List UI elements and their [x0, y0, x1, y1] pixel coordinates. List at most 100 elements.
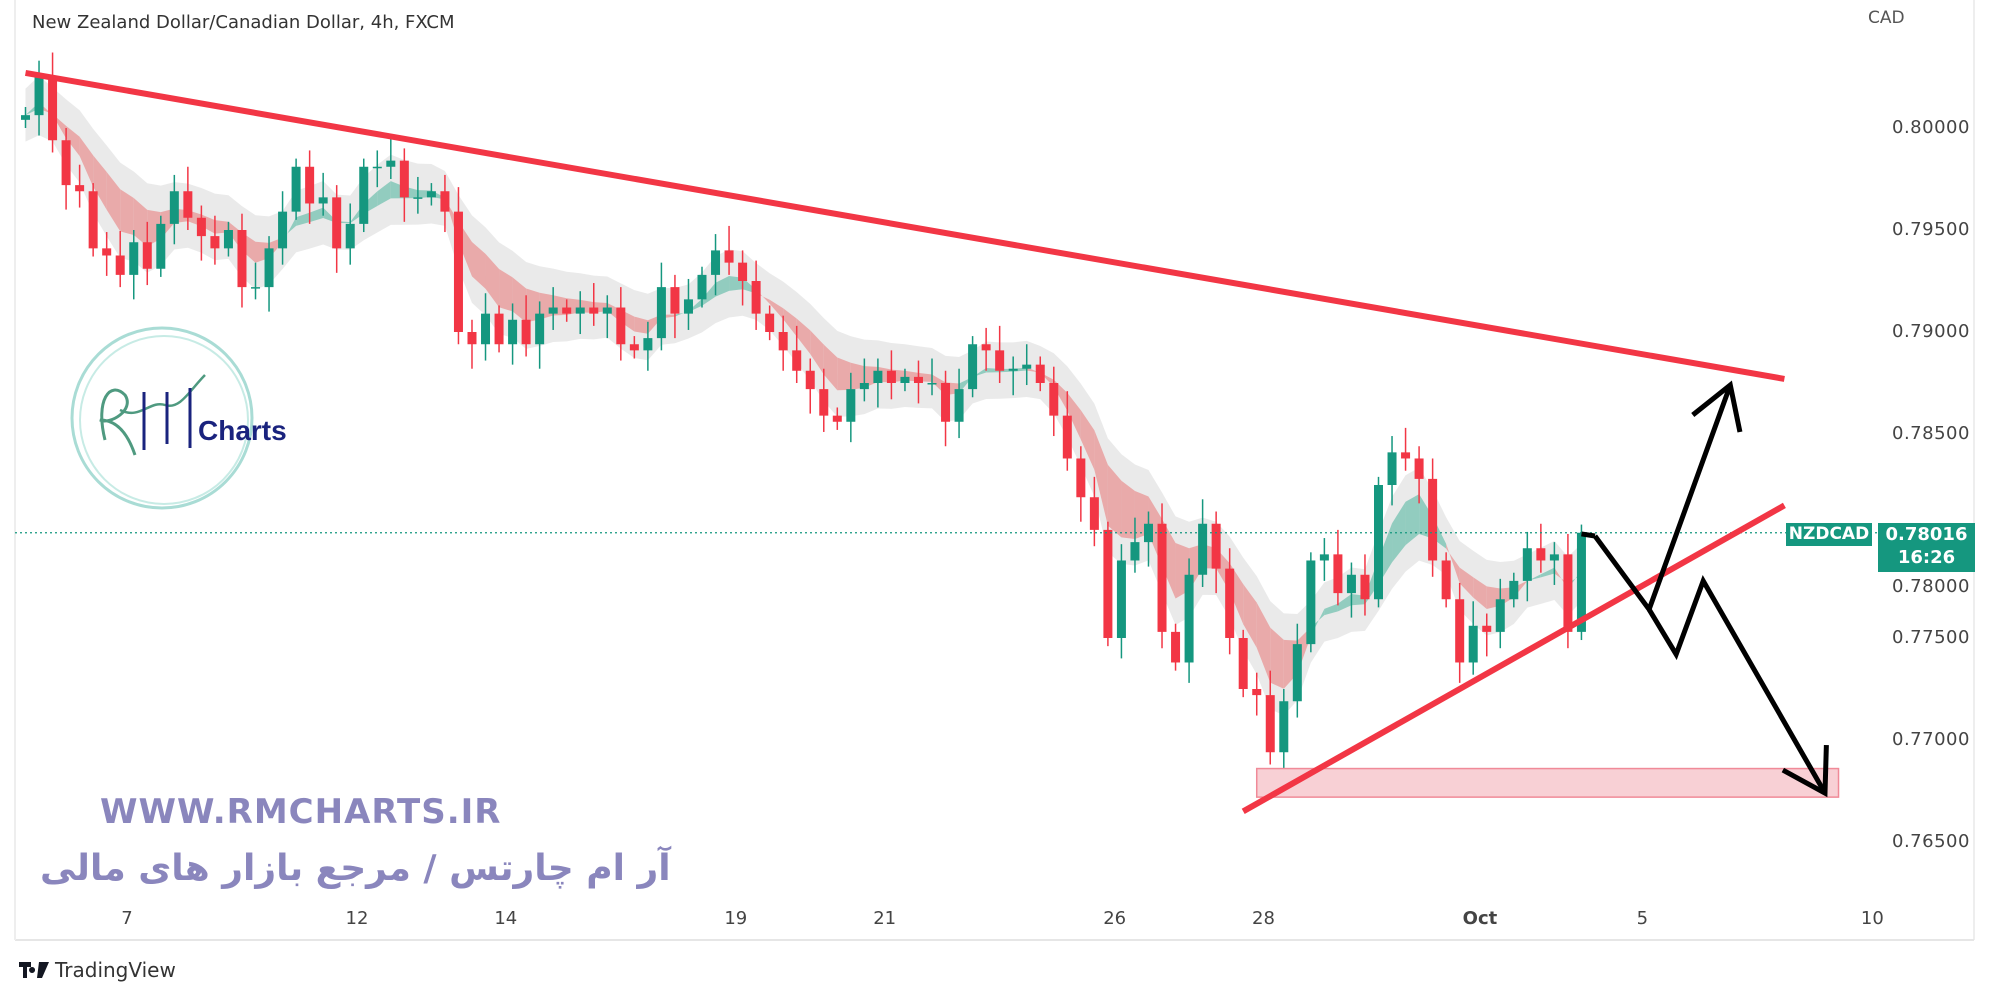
candle-body: [1374, 485, 1383, 600]
price-tick: 0.77500: [1892, 627, 1970, 648]
candle-body: [1198, 523, 1208, 575]
candle: [765, 305, 775, 341]
ribbon-segment: [1121, 480, 1135, 539]
candle: [1008, 356, 1018, 396]
candle-body: [88, 191, 98, 249]
candle: [954, 368, 964, 439]
candle: [183, 166, 193, 230]
price-tick: 0.79000: [1892, 321, 1970, 342]
candle-body: [589, 307, 599, 314]
ribbon-segment: [1527, 574, 1541, 582]
current-price-label: 0.78016 16:26: [1878, 523, 1975, 572]
candle: [75, 164, 85, 208]
candle-body: [1563, 554, 1573, 632]
ribbon-segment: [1094, 430, 1108, 526]
candle-body: [332, 197, 342, 249]
time-tick: Oct: [1462, 908, 1498, 929]
candle: [413, 176, 423, 214]
candle: [264, 236, 274, 312]
candle-body: [1306, 560, 1316, 645]
ribbon-segment: [1446, 543, 1460, 584]
descending-trendline: [24, 69, 1785, 382]
currency-label: CAD: [1868, 8, 1905, 28]
candle-body: [278, 211, 288, 249]
candle: [873, 358, 883, 408]
candle: [981, 327, 991, 371]
candle: [941, 370, 951, 447]
candle: [738, 250, 748, 306]
ribbon-segment: [1324, 603, 1338, 616]
candle: [832, 407, 842, 430]
candle-body: [819, 389, 829, 416]
ribbon-segment: [485, 253, 500, 308]
candle: [859, 358, 869, 402]
candle-body: [792, 350, 802, 371]
candle-body: [453, 211, 463, 332]
candle: [1022, 344, 1032, 386]
ribbon-segment: [715, 276, 730, 297]
candle-body: [846, 389, 856, 422]
candle: [88, 183, 98, 257]
candle-body: [251, 287, 261, 289]
candle: [1333, 529, 1343, 606]
candle: [575, 291, 585, 335]
candle-body: [670, 287, 680, 314]
ribbon-segment: [1540, 567, 1555, 578]
candle-body: [21, 115, 30, 120]
candle-body: [1171, 631, 1181, 663]
candle: [521, 295, 531, 357]
candle-body: [1549, 554, 1559, 561]
candle-body: [115, 255, 125, 275]
drawings[interactable]: [15, 69, 1974, 815]
scenario-start: [1581, 531, 1596, 539]
candle: [900, 368, 910, 392]
candle: [1319, 538, 1329, 581]
candle-body: [1143, 523, 1153, 543]
candle-body: [548, 307, 558, 314]
scenario-down-arrow: [1646, 574, 1828, 795]
ribbon-segment: [471, 241, 486, 289]
candle-body: [724, 250, 734, 263]
candle-body: [778, 332, 788, 351]
candle: [1279, 689, 1289, 777]
candle-body: [1035, 364, 1045, 383]
candle: [819, 368, 829, 432]
ribbon-segment: [1337, 593, 1352, 612]
support-zone: [1255, 767, 1840, 798]
logo-signature-icon: [99, 388, 137, 456]
candle-body: [805, 370, 815, 390]
tradingview-text: TradingView: [55, 958, 176, 982]
candle-body: [765, 313, 775, 332]
candle: [1441, 552, 1451, 608]
candle: [372, 150, 382, 188]
candle: [535, 301, 545, 369]
time-tick: 28: [1252, 908, 1275, 929]
candle-body: [1441, 560, 1451, 600]
candle-body: [1292, 644, 1302, 702]
candle: [115, 231, 125, 288]
candle: [1049, 366, 1059, 437]
time-tick: 21: [873, 908, 897, 929]
time-tick: 5: [1636, 908, 1649, 929]
ribbon-segment: [93, 155, 107, 210]
ribbon-segment: [634, 316, 648, 334]
tradingview-brand[interactable]: TradingView: [19, 958, 176, 982]
candle: [291, 158, 301, 220]
candle: [927, 358, 937, 396]
ribbon-segment: [796, 318, 811, 355]
ribbon-segment: [512, 277, 527, 323]
candle-body: [751, 281, 761, 314]
candle: [1374, 476, 1383, 608]
candle-body: [196, 217, 206, 237]
candle-body: [413, 197, 423, 199]
candle-body: [183, 191, 193, 218]
ribbon-segment: [823, 344, 838, 391]
candle-body: [169, 191, 179, 224]
candle: [399, 148, 409, 222]
candle-body: [345, 223, 355, 249]
candle-body: [859, 383, 869, 390]
candle-body: [1468, 625, 1478, 663]
candle: [697, 266, 707, 308]
